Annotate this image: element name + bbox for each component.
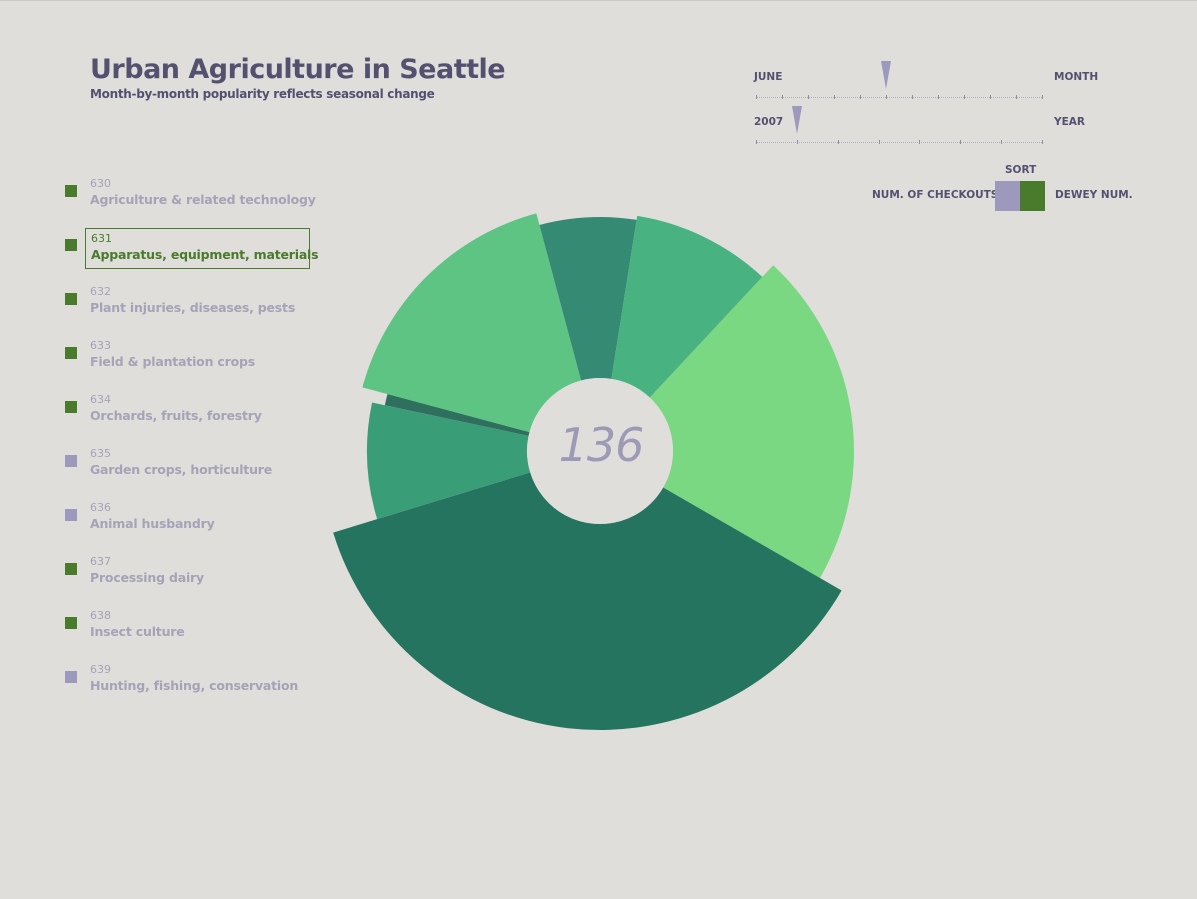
slider-tick bbox=[960, 140, 961, 144]
legend-item-label: Field & plantation crops bbox=[90, 354, 255, 369]
legend-item-634[interactable]: 634 Orchards, fruits, forestry bbox=[65, 390, 315, 434]
legend-text-box[interactable]: 637 Processing dairy bbox=[85, 552, 310, 593]
legend-item-632[interactable]: 632 Plant injuries, diseases, pests bbox=[65, 282, 315, 326]
slider-tick bbox=[938, 95, 939, 99]
legend-swatch[interactable] bbox=[65, 239, 77, 251]
legend-item-label: Insect culture bbox=[90, 624, 185, 639]
legend-item-number: 637 bbox=[90, 555, 111, 568]
legend-swatch[interactable] bbox=[65, 671, 77, 683]
legend-item-number: 631 bbox=[91, 232, 112, 245]
legend-item-630[interactable]: 630 Agriculture & related technology bbox=[65, 174, 316, 218]
month-slider-track[interactable] bbox=[756, 97, 1042, 98]
slider-tick bbox=[756, 95, 757, 99]
slider-tick bbox=[879, 140, 880, 144]
legend-text-box[interactable]: 636 Animal husbandry bbox=[85, 498, 310, 539]
chart-slice-2[interactable] bbox=[649, 265, 855, 578]
slider-tick bbox=[912, 95, 913, 99]
slider-tick bbox=[1042, 95, 1043, 99]
month-slider-handle[interactable] bbox=[881, 61, 891, 89]
slider-tick bbox=[964, 95, 965, 99]
slider-tick bbox=[756, 140, 757, 144]
top-border bbox=[0, 0, 1197, 1]
legend-item-number: 635 bbox=[90, 447, 111, 460]
legend-swatch[interactable] bbox=[65, 455, 77, 467]
year-slider-handle[interactable] bbox=[792, 106, 802, 134]
month-label: MONTH bbox=[1054, 71, 1099, 83]
center-value: 136 bbox=[558, 418, 645, 472]
page-subtitle: Month-by-month popularity reflects seaso… bbox=[90, 87, 435, 101]
legend-item-638[interactable]: 638 Insect culture bbox=[65, 606, 315, 650]
slider-tick bbox=[838, 140, 839, 144]
legend-item-number: 639 bbox=[90, 663, 111, 676]
legend-item-number: 632 bbox=[90, 285, 111, 298]
legend-item-label: Hunting, fishing, conservation bbox=[90, 678, 299, 693]
legend-item-label: Plant injuries, diseases, pests bbox=[90, 300, 296, 315]
legend-text-box[interactable]: 631 Apparatus, equipment, materials bbox=[85, 228, 319, 269]
legend-item-number: 634 bbox=[90, 393, 111, 406]
legend-item-635[interactable]: 635 Garden crops, horticulture bbox=[65, 444, 315, 488]
legend-item-637[interactable]: 637 Processing dairy bbox=[65, 552, 315, 596]
sort-left-label: NUM. OF CHECKOUTS bbox=[872, 189, 999, 201]
legend-item-label: Processing dairy bbox=[90, 570, 204, 585]
legend-item-label: Agriculture & related technology bbox=[90, 192, 316, 207]
legend-item-633[interactable]: 633 Field & plantation crops bbox=[65, 336, 315, 380]
legend-item-number: 630 bbox=[90, 177, 111, 190]
page-title: Urban Agriculture in Seattle bbox=[90, 54, 506, 85]
chart-slice-1[interactable] bbox=[611, 215, 763, 398]
year-slider-track[interactable] bbox=[756, 142, 1042, 143]
legend-item-label: Apparatus, equipment, materials bbox=[91, 247, 319, 262]
legend-text-box[interactable]: 638 Insect culture bbox=[85, 606, 310, 647]
legend-item-631[interactable]: 631 Apparatus, equipment, materials bbox=[65, 228, 319, 272]
legend-text-box[interactable]: 635 Garden crops, horticulture bbox=[85, 444, 310, 485]
legend-swatch[interactable] bbox=[65, 185, 77, 197]
slider-tick bbox=[1042, 140, 1043, 144]
legend-swatch[interactable] bbox=[65, 401, 77, 413]
legend-text-box[interactable]: 630 Agriculture & related technology bbox=[85, 174, 316, 215]
sort-by-dewey-button[interactable] bbox=[1020, 181, 1045, 211]
slider-tick bbox=[919, 140, 920, 144]
sort-right-label: DEWEY NUM. bbox=[1055, 189, 1133, 201]
slider-tick bbox=[1001, 140, 1002, 144]
chart-slice-3[interactable] bbox=[333, 472, 842, 730]
legend-item-639[interactable]: 639 Hunting, fishing, conservation bbox=[65, 660, 315, 704]
legend-swatch[interactable] bbox=[65, 509, 77, 521]
legend-swatch[interactable] bbox=[65, 617, 77, 629]
year-label: YEAR bbox=[1054, 116, 1085, 128]
slider-tick bbox=[782, 95, 783, 99]
slider-tick bbox=[886, 95, 887, 99]
month-value: JUNE bbox=[754, 71, 783, 83]
legend-item-636[interactable]: 636 Animal husbandry bbox=[65, 498, 315, 542]
slider-tick bbox=[1016, 95, 1017, 99]
legend-item-label: Garden crops, horticulture bbox=[90, 462, 273, 477]
sort-title: SORT bbox=[1005, 164, 1037, 176]
legend-text-box[interactable]: 639 Hunting, fishing, conservation bbox=[85, 660, 310, 701]
year-value: 2007 bbox=[754, 116, 784, 128]
slider-tick bbox=[808, 95, 809, 99]
slider-tick bbox=[990, 95, 991, 99]
legend-item-label: Animal husbandry bbox=[90, 516, 215, 531]
chart-center-hole bbox=[527, 378, 673, 524]
chart-slice-4[interactable] bbox=[366, 402, 531, 520]
legend-item-number: 638 bbox=[90, 609, 111, 622]
legend-text-box[interactable]: 634 Orchards, fruits, forestry bbox=[85, 390, 310, 431]
slider-tick bbox=[860, 95, 861, 99]
legend-text-box[interactable]: 632 Plant injuries, diseases, pests bbox=[85, 282, 310, 323]
legend-text-box[interactable]: 633 Field & plantation crops bbox=[85, 336, 310, 377]
legend-swatch[interactable] bbox=[65, 347, 77, 359]
chart-slice-7[interactable] bbox=[539, 217, 600, 381]
chart-slice-5[interactable] bbox=[384, 394, 530, 436]
chart-slice-6[interactable] bbox=[362, 213, 582, 433]
sort-by-checkouts-button[interactable] bbox=[995, 181, 1020, 211]
legend-item-label: Orchards, fruits, forestry bbox=[90, 408, 262, 423]
legend-item-number: 636 bbox=[90, 501, 111, 514]
legend-swatch[interactable] bbox=[65, 293, 77, 305]
legend-item-number: 633 bbox=[90, 339, 111, 352]
slider-tick bbox=[834, 95, 835, 99]
slider-tick bbox=[797, 140, 798, 144]
legend-swatch[interactable] bbox=[65, 563, 77, 575]
chart-slice-0[interactable] bbox=[600, 217, 637, 379]
